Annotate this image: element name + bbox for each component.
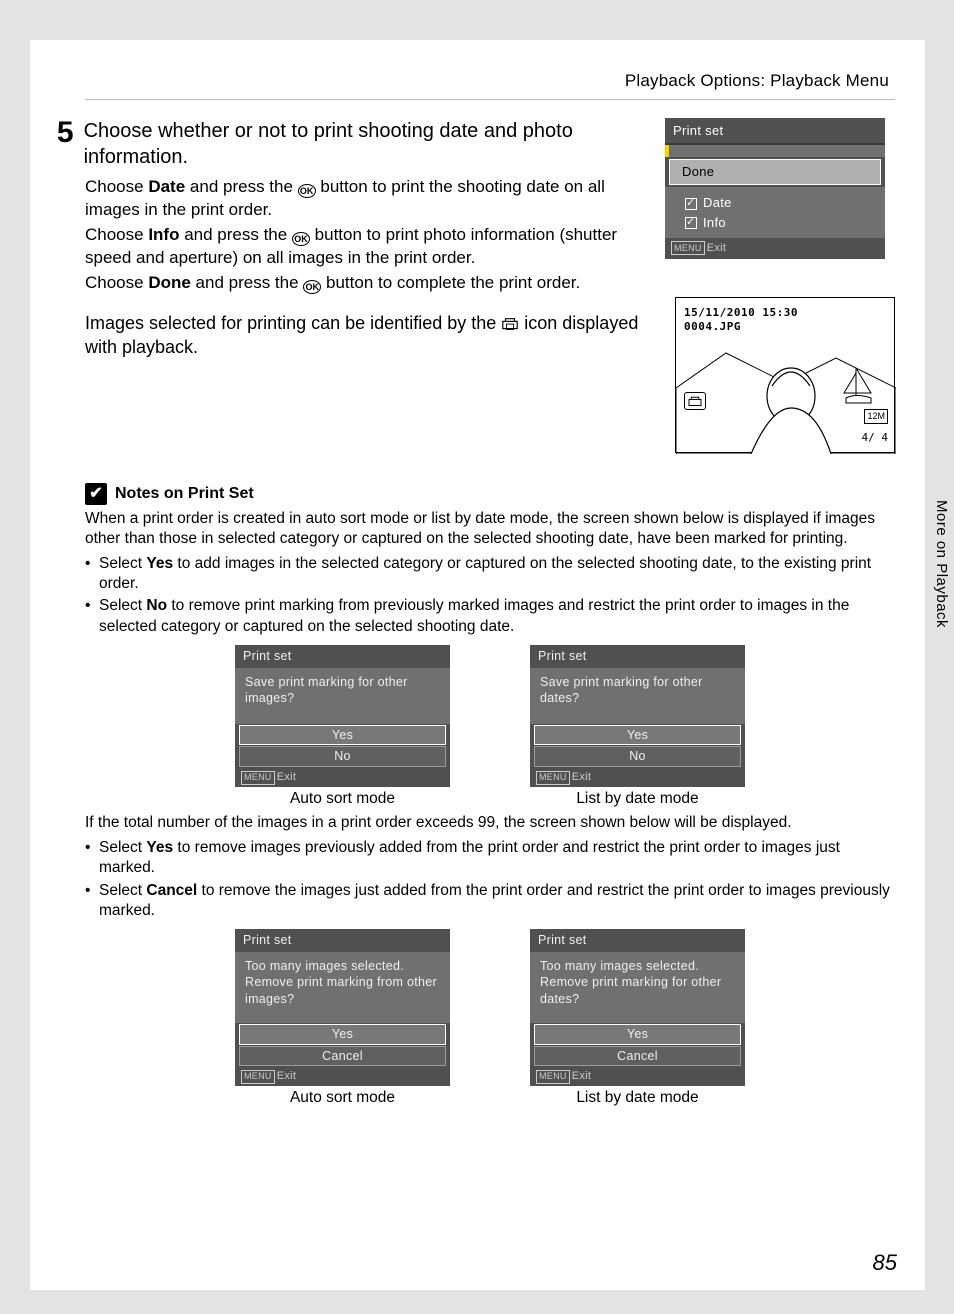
dialog-yes: Yes: [239, 1024, 446, 1045]
bullet-yes-add: Select Yes to add images in the selected…: [85, 554, 895, 595]
playback-preview: 15/11/2010 15:30 0004.JPG 12M 4/ 4: [675, 297, 895, 453]
dialog-auto-sort-2: Print set Too many images selected. Remo…: [235, 929, 450, 1086]
page-number: 85: [873, 1248, 897, 1278]
dialog-list-date-1: Print set Save print marking for other d…: [530, 645, 745, 786]
menu-done: Done: [669, 159, 881, 185]
dialog-yes: Yes: [534, 1024, 741, 1045]
checkbox-icon: [685, 217, 697, 229]
notes-intro: When a print order is created in auto so…: [85, 509, 895, 550]
menu-footer: MENUExit: [665, 238, 885, 259]
divider: [85, 99, 895, 100]
page-header: Playback Options: Playback Menu: [85, 70, 895, 93]
preview-counter: 4/ 4: [862, 431, 889, 446]
checkbox-icon: [685, 198, 697, 210]
caption: List by date mode: [530, 1088, 745, 1108]
preview-12m-badge: 12M: [864, 409, 888, 423]
dialog-no: No: [534, 746, 741, 767]
notes-mid: If the total number of the images in a p…: [85, 813, 895, 833]
dialog-yes: Yes: [534, 725, 741, 746]
step-para-2: Choose Info and press the OK button to p…: [85, 224, 645, 270]
menu-date: Date: [685, 193, 873, 213]
dialog-auto-sort-1: Print set Save print marking for other i…: [235, 645, 450, 786]
menu-info: Info: [685, 213, 873, 233]
dialog-list-date-2: Print set Too many images selected. Remo…: [530, 929, 745, 1086]
ok-icon: OK: [303, 280, 321, 294]
print-set-menu: Print set Done Date Info MENUExit: [665, 118, 885, 259]
print-mark-icon: [501, 316, 519, 330]
notes-title: Notes on Print Set: [115, 483, 254, 505]
bullet-yes-remove: Select Yes to remove images previously a…: [85, 838, 895, 879]
step-number: 5: [53, 118, 84, 148]
dialog-cancel: Cancel: [534, 1046, 741, 1067]
identify-text: Images selected for printing can be iden…: [85, 311, 645, 439]
menu-band: [665, 145, 885, 157]
bullet-cancel: Select Cancel to remove the images just …: [85, 881, 895, 922]
side-tab: More on Playback: [928, 490, 954, 715]
caption: Auto sort mode: [235, 1088, 450, 1108]
preview-print-icon: [684, 392, 706, 410]
dialog-yes: Yes: [239, 725, 446, 746]
dialog-cancel: Cancel: [239, 1046, 446, 1067]
menu-title: Print set: [665, 118, 885, 146]
step-title: Choose whether or not to print shooting …: [84, 118, 645, 170]
caption: List by date mode: [530, 789, 745, 809]
caption: Auto sort mode: [235, 789, 450, 809]
ok-icon: OK: [292, 232, 310, 246]
step-para-3: Choose Done and press the OK button to c…: [85, 272, 645, 295]
step-para-1: Choose Date and press the OK button to p…: [85, 176, 645, 222]
ok-icon: OK: [298, 184, 316, 198]
dialog-no: No: [239, 746, 446, 767]
bullet-no-remove: Select No to remove print marking from p…: [85, 596, 895, 637]
notes-icon: ✔: [85, 483, 107, 505]
